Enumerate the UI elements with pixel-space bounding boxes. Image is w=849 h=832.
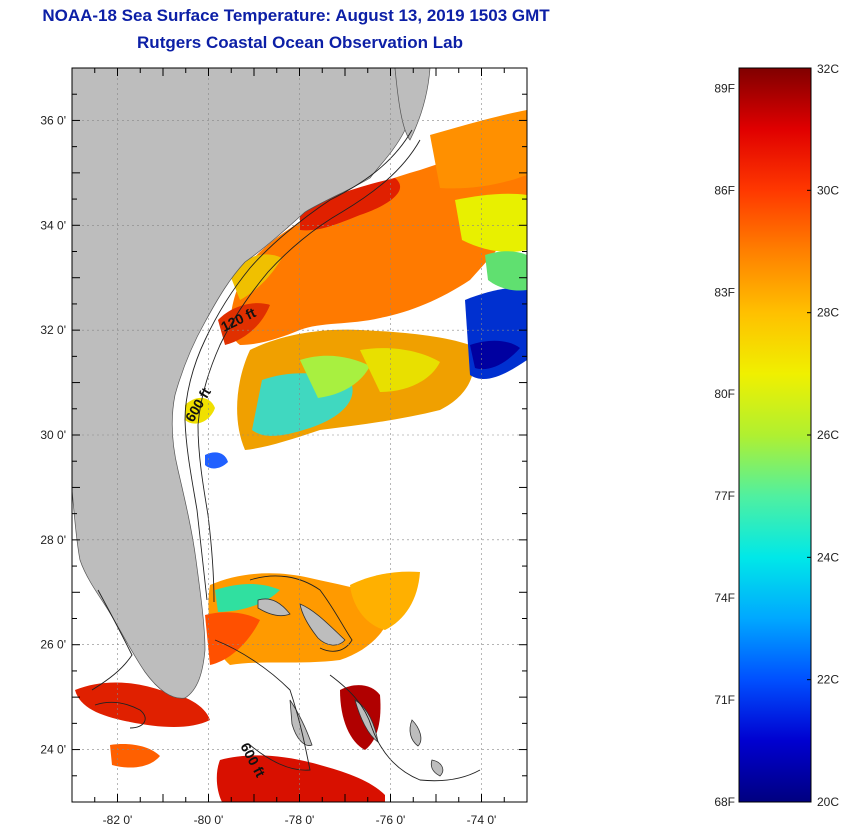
lon-tick-label: -82 0' [103, 813, 133, 827]
lat-tick-label: 32 0' [40, 323, 66, 337]
sst-patch [470, 340, 520, 370]
sst-patch [75, 682, 210, 727]
island [257, 598, 291, 616]
sst-patch [300, 355, 370, 398]
island [430, 759, 444, 777]
lon-tick-label: -80 0' [194, 813, 224, 827]
colorbar-fahrenheit-label: 89F [714, 81, 735, 95]
sst-patch [205, 452, 228, 469]
map-subtitle: Rutgers Coastal Ocean Observation Lab [137, 33, 463, 52]
lon-tick-label: -76 0' [376, 813, 406, 827]
sst-patch [216, 755, 385, 802]
sst-patch [350, 571, 420, 630]
lat-tick-label: 34 0' [40, 218, 66, 232]
lat-tick-label: 36 0' [40, 113, 66, 127]
sst-patch [205, 612, 260, 665]
lat-tick-label: 28 0' [40, 533, 66, 547]
island [289, 699, 313, 746]
island [299, 603, 346, 646]
sst-patch [110, 744, 160, 768]
colorbar-fahrenheit-label: 74F [714, 591, 735, 605]
map-title: NOAA-18 Sea Surface Temperature: August … [42, 6, 550, 25]
lon-tick-label: -74 0' [467, 813, 497, 827]
sst-patch [218, 303, 270, 345]
colorbar-fahrenheit-label: 86F [714, 183, 735, 197]
colorbar-celsius-label: 28C [817, 306, 839, 320]
sst-data-layer [75, 110, 527, 802]
sst-patch [455, 193, 527, 252]
colorbar-celsius-label: 30C [817, 183, 839, 197]
sst-patch [430, 110, 527, 189]
lat-tick-label: 24 0' [40, 743, 66, 757]
lon-tick-label: -78 0' [285, 813, 315, 827]
lat-tick-label: 26 0' [40, 638, 66, 652]
sst-patch [360, 348, 440, 392]
colorbar-celsius-label: 20C [817, 795, 839, 809]
colorbar-fahrenheit-label: 68F [714, 795, 735, 809]
colorbar-fahrenheit-label: 83F [714, 285, 735, 299]
colorbar-celsius-label: 32C [817, 62, 839, 76]
colorbar-fahrenheit-label: 80F [714, 387, 735, 401]
colorbar-celsius-label: 24C [817, 550, 839, 564]
bathymetry-contours [91, 129, 481, 782]
graticule [72, 68, 527, 802]
sst-patch [485, 251, 527, 291]
colorbar [738, 67, 812, 803]
colorbar-fahrenheit-label: 71F [714, 693, 735, 707]
island [409, 719, 422, 747]
outer-banks [394, 68, 431, 141]
sst-patch [300, 178, 401, 231]
colorbar-celsius-label: 22C [817, 673, 839, 687]
sst-patch [215, 584, 280, 612]
map-axes: -82 0' -80 0' -78 0' -76 0' -74 0' 36 0' 34 0'… [40, 67, 528, 827]
colorbar-fahrenheit-label: 77F [714, 489, 735, 503]
sst-patch [230, 254, 282, 300]
lat-tick-label: 30 0' [40, 428, 66, 442]
colorbar-celsius-label: 26C [817, 428, 839, 442]
colorbar-labels: 32C 30C 28C 26C 24C 22C 20C 89F 86F 83F 80F 77F 74F 7… [714, 62, 839, 809]
